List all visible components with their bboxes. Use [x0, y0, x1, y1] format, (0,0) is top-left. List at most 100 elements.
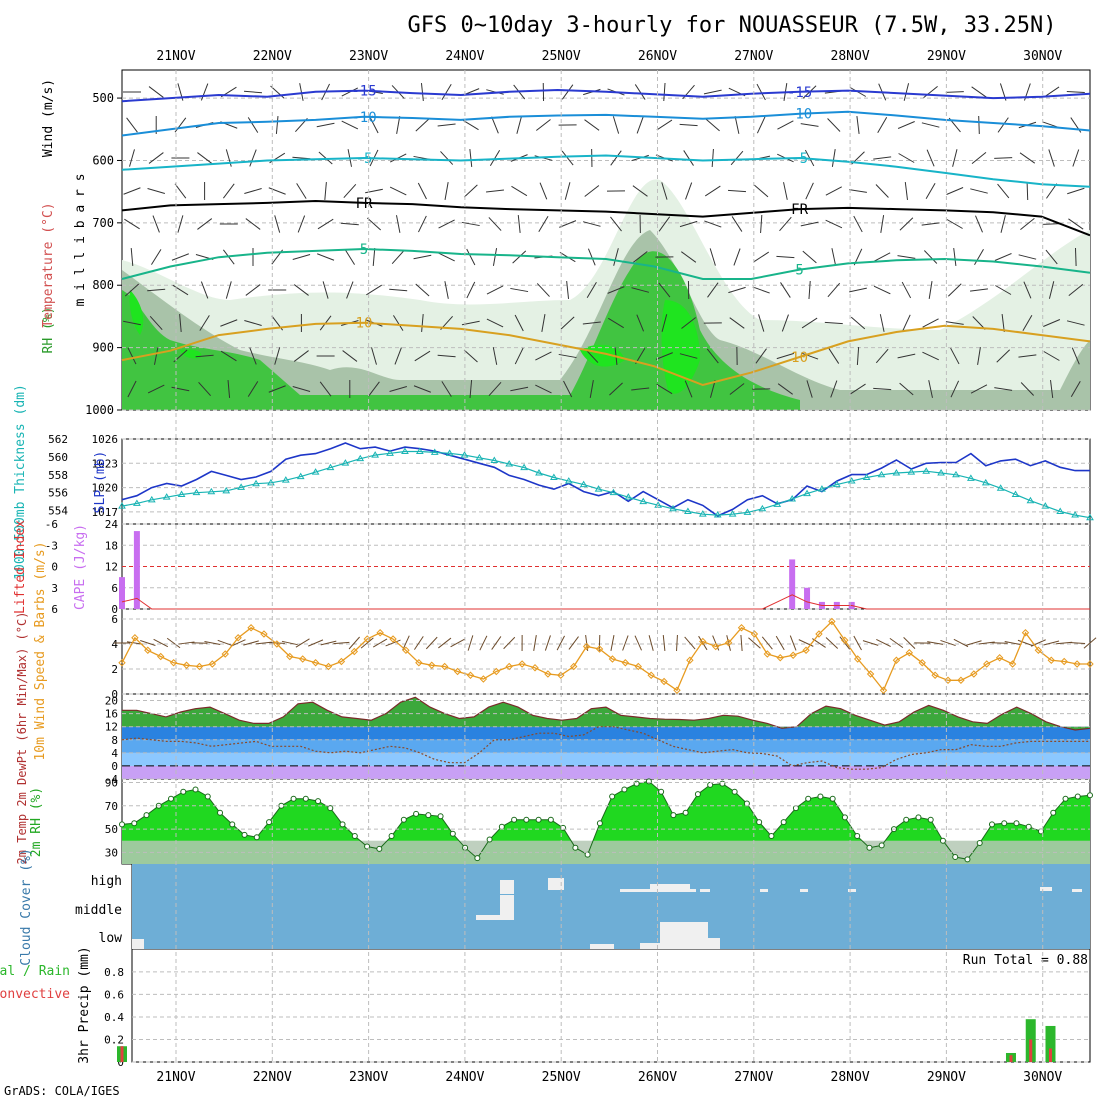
- wind-barb: [414, 350, 431, 362]
- surface-wind-barb: [903, 637, 916, 649]
- wind-barb: [535, 351, 552, 361]
- thickness-point: [520, 463, 528, 471]
- rh2m-point: [841, 814, 848, 821]
- rh2m-point: [339, 821, 346, 828]
- thickness-point: [1071, 511, 1079, 518]
- surface-wind-barb: [153, 638, 169, 648]
- surface-wind-barb: [385, 639, 401, 647]
- wind-barb: [243, 90, 263, 94]
- wind-barb: [171, 386, 190, 392]
- wind-barb: [802, 250, 817, 264]
- wind-speed-point: [208, 660, 217, 668]
- wind-barb: [997, 183, 1010, 199]
- wind-barb: [709, 380, 716, 398]
- rh2m-point: [547, 816, 554, 823]
- surface-wind-barb: [698, 635, 708, 651]
- wind-barb: [1018, 354, 1037, 358]
- wind-barb: [129, 149, 135, 167]
- wind-barb: [753, 251, 770, 263]
- li-tick-label: -3: [45, 539, 58, 552]
- rh2m-point: [731, 788, 738, 795]
- wind-barb: [953, 248, 957, 266]
- wind-speed-point: [724, 639, 733, 647]
- rh2m-point: [168, 795, 175, 802]
- wind-barb: [874, 252, 891, 262]
- thickness-point: [981, 478, 990, 486]
- temp-ylabel: 2m Temp 2m DewPt (6hr Min/Max) (°C): [15, 612, 29, 865]
- wind-barb: [1043, 351, 1060, 361]
- wind-barb: [945, 321, 964, 325]
- wind-barb: [661, 314, 668, 332]
- wind-speed-point: [453, 667, 462, 676]
- li-tick-label: 0: [51, 561, 58, 574]
- li-tick-label: -6: [45, 518, 58, 531]
- surface-wind-barb: [1030, 639, 1046, 647]
- rh2m-point: [302, 795, 309, 802]
- wind-barb: [806, 380, 813, 398]
- rh2m-point: [376, 845, 383, 852]
- wind-speed-point: [260, 630, 268, 638]
- wind-speed-point: [828, 617, 836, 626]
- wind-barb: [469, 148, 473, 168]
- thickness-point: [684, 507, 692, 514]
- thickness-point: [937, 469, 945, 476]
- wind-barb: [1019, 152, 1036, 164]
- wind-barb: [510, 287, 529, 293]
- pressure-tick-label: 700: [92, 216, 114, 230]
- wind-barb: [681, 251, 697, 263]
- wind-barb: [511, 185, 528, 197]
- rh2m-point: [1001, 820, 1008, 827]
- slp-tick-label: 1026: [92, 433, 119, 446]
- rh2m-point: [621, 786, 628, 793]
- thickness-point: [1011, 490, 1020, 497]
- wind-barb: [1022, 314, 1033, 332]
- wind-speed-point: [789, 651, 797, 659]
- wind-barb: [777, 383, 793, 395]
- rh2m-point: [266, 819, 273, 826]
- wind-barb: [245, 284, 261, 296]
- cloud-block: [590, 944, 614, 949]
- wind-barb: [177, 215, 184, 233]
- surface-wind-barb: [126, 641, 143, 645]
- wind-speed-point: [221, 650, 229, 658]
- thickness-point: [862, 473, 871, 480]
- precip-tick-label: 0: [117, 1056, 124, 1069]
- wind-barb: [952, 149, 958, 167]
- wind-barb: [299, 83, 304, 101]
- wind-barb: [801, 317, 818, 329]
- li-tick-label: 3: [51, 582, 58, 595]
- wind-barb: [584, 185, 600, 197]
- li-tick-label: 6: [51, 603, 58, 616]
- thickness-point: [296, 472, 305, 480]
- pressure-tick-label: 900: [92, 341, 114, 355]
- wind-speed-point: [750, 630, 759, 638]
- wind-speed-point: [298, 655, 307, 663]
- thickness-point: [252, 479, 260, 487]
- surface-wind-barb: [568, 636, 579, 650]
- wind-barb: [245, 218, 261, 230]
- thickness-point: [281, 476, 290, 483]
- x-tick-top: 27NOV: [734, 49, 773, 64]
- wind-speed-point: [131, 634, 139, 642]
- wind-speed-point: [234, 634, 242, 642]
- surface-wind-barb: [775, 635, 785, 651]
- wind-barb: [1074, 247, 1077, 267]
- thickness-point: [177, 490, 186, 497]
- wind-barb: [225, 281, 232, 299]
- precip-tick-label: 0.8: [104, 966, 124, 979]
- wind-barb: [1020, 217, 1035, 231]
- wind-barb: [124, 283, 140, 297]
- thickness-point: [996, 484, 1005, 491]
- x-tick-bottom: 28NOV: [831, 1070, 870, 1085]
- wind-speed-point: [557, 671, 565, 679]
- wind-barb: [856, 116, 860, 134]
- wind-barb: [441, 84, 452, 100]
- cloud-block: [650, 884, 690, 892]
- temperature-contour: [121, 199, 1091, 237]
- thickness-point: [832, 480, 841, 488]
- wind-barb: [322, 281, 329, 299]
- wind-speed-point: [660, 677, 668, 686]
- rh2m-point: [523, 816, 530, 823]
- wind-barb: [661, 182, 668, 200]
